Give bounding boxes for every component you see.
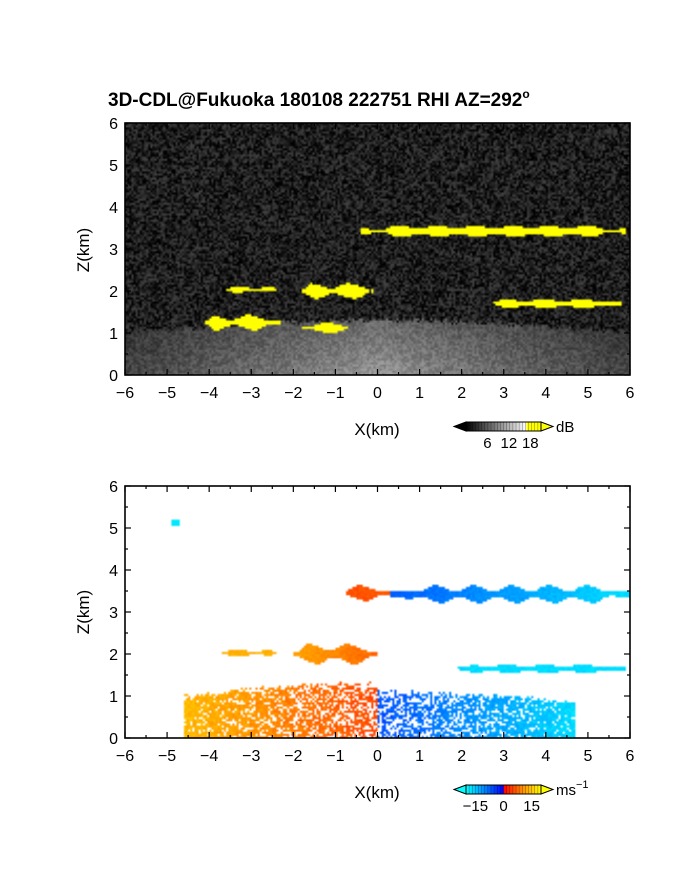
y-tick-label: 5 <box>109 158 118 175</box>
y-tick-label: 0 <box>109 368 118 385</box>
colorbar-unit-db: dB <box>556 419 574 436</box>
velocity-frame <box>124 485 631 739</box>
x-tick-label: −1 <box>326 385 344 402</box>
x-tick-label: 2 <box>457 748 466 765</box>
x-tick-label: −2 <box>284 385 302 402</box>
y-tick-label: 4 <box>109 563 118 580</box>
x-tick-label: −2 <box>284 748 302 765</box>
x-tick-label: −3 <box>242 385 260 402</box>
x-tick-label: 0 <box>373 748 382 765</box>
velocity-xlabel: X(km) <box>354 783 399 802</box>
y-tick-label: 1 <box>109 689 118 706</box>
colorbar-high-triangle <box>540 421 555 432</box>
x-tick-label: −1 <box>326 748 344 765</box>
intensity-ylabel: Z(km) <box>74 228 93 272</box>
x-tick-label: −6 <box>116 748 134 765</box>
colorbar-tick-label: 12 <box>501 435 518 452</box>
intensity-frame <box>124 122 631 376</box>
velocity-field <box>125 486 630 738</box>
figure-title: 3D-CDL@Fukuoka 180108 222751 RHI AZ=292o <box>108 87 530 111</box>
colorbar-tick-label: 0 <box>499 798 507 815</box>
degree-superscript: o <box>522 87 529 101</box>
x-tick-label: 1 <box>415 385 424 402</box>
intensity-xlabel: X(km) <box>354 420 399 439</box>
colorbar-unit-ms: ms−1 <box>556 779 589 799</box>
colorbar-tick-label: 15 <box>523 798 540 815</box>
y-tick-label: 1 <box>109 326 118 343</box>
velocity-colorbar-ticks: −15 0 15 <box>463 785 542 815</box>
velocity-ylabel: Z(km) <box>74 590 93 634</box>
x-tick-label: 6 <box>626 385 635 402</box>
x-tick-label: −4 <box>200 748 218 765</box>
x-tick-label: 6 <box>626 748 635 765</box>
x-tick-label: 2 <box>457 385 466 402</box>
x-tick-label: 1 <box>415 748 424 765</box>
velocity-panel: Z(km) −6 −5 −4 −3 −2 −1 0 1 2 3 4 5 6 0 1 2 3 4 5 6 X(km) m… <box>74 479 635 815</box>
y-tick-label: 3 <box>109 605 118 622</box>
x-tick-label: −6 <box>116 385 134 402</box>
x-tick-label: −5 <box>158 385 176 402</box>
intensity-field <box>125 123 630 375</box>
y-tick-label: 6 <box>109 116 118 133</box>
x-tick-label: −5 <box>158 748 176 765</box>
x-tick-label: 3 <box>499 748 508 765</box>
colorbar-tick-label: 6 <box>483 435 491 452</box>
x-tick-label: 5 <box>583 748 592 765</box>
colorbar-low-triangle <box>452 421 467 432</box>
colorbar-low-triangle <box>452 784 467 795</box>
y-tick-label: 2 <box>109 284 118 301</box>
y-tick-label: 5 <box>109 521 118 538</box>
x-tick-label: −4 <box>200 385 218 402</box>
colorbar-tick-label: 18 <box>522 435 539 452</box>
y-tick-label: 0 <box>109 731 118 748</box>
y-tick-label: 6 <box>109 479 118 496</box>
colorbar-unit-superscript: −1 <box>576 779 589 791</box>
x-tick-label: 4 <box>541 748 550 765</box>
colorbar-tick-label: −15 <box>463 798 488 815</box>
x-tick-label: 3 <box>499 385 508 402</box>
intensity-colorbar-ticks: 6 12 18 <box>465 422 542 452</box>
intensity-ticks: −6 −5 −4 −3 −2 −1 0 1 2 3 4 5 6 0 1 2 3 4 5 6 <box>109 116 634 402</box>
x-tick-label: 5 <box>583 385 592 402</box>
x-tick-label: −3 <box>242 748 260 765</box>
x-tick-label: 0 <box>373 385 382 402</box>
x-tick-label: 4 <box>541 385 550 402</box>
intensity-colorbar: dB 6 12 18 <box>452 419 574 452</box>
velocity-colorbar: ms−1 −15 0 15 <box>452 779 589 815</box>
y-tick-label: 4 <box>109 200 118 217</box>
y-tick-label: 2 <box>109 647 118 664</box>
y-tick-label: 3 <box>109 242 118 259</box>
colorbar-high-triangle <box>540 784 555 795</box>
